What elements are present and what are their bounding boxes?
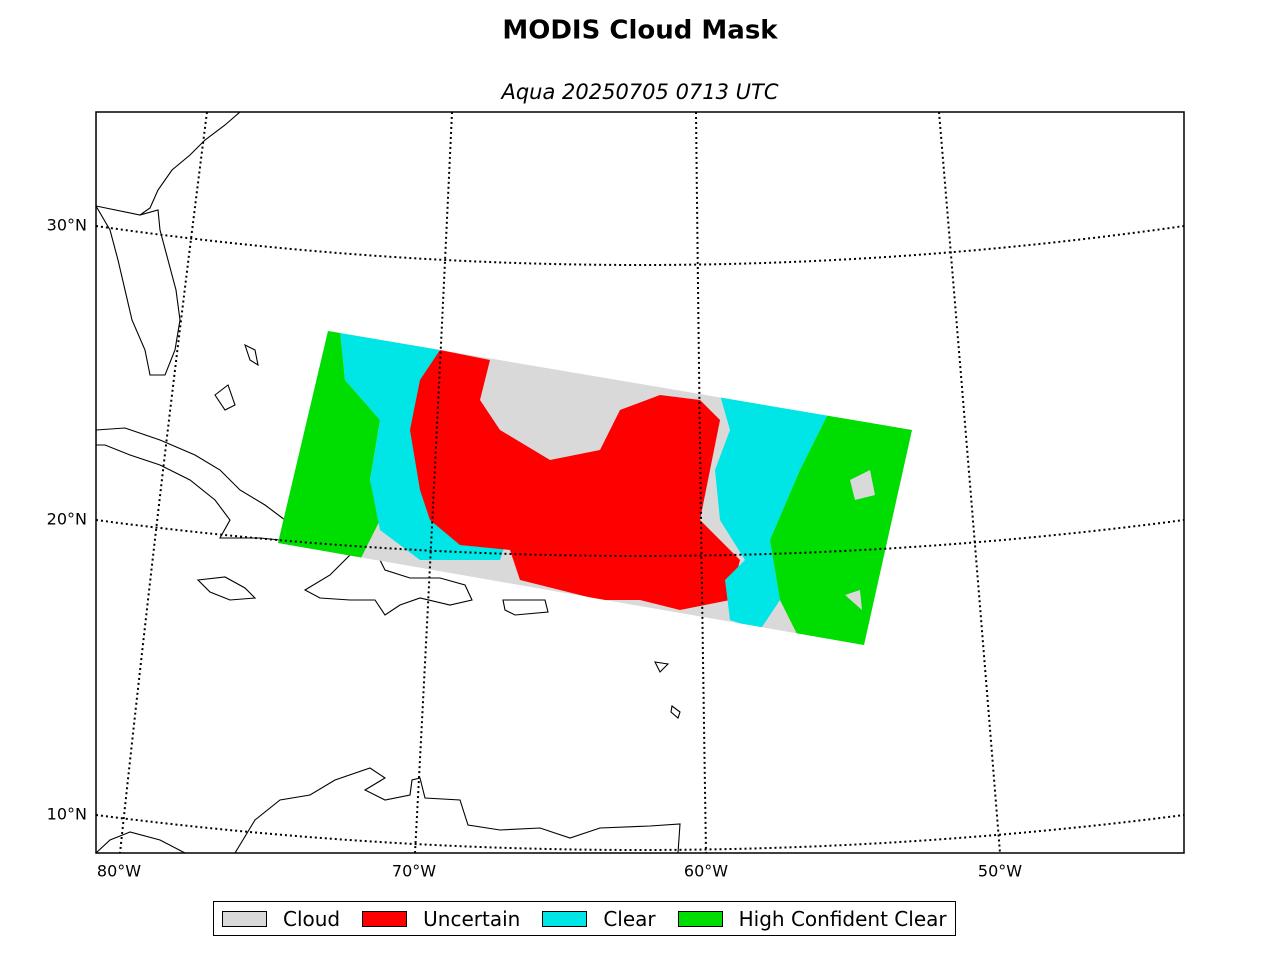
cloud-mask-swath [278, 331, 912, 645]
legend-label: Clear [603, 906, 656, 931]
latitude-label: 10°N [47, 805, 87, 824]
puerto-rico [502, 599, 549, 616]
jamaica [196, 576, 257, 601]
meridian [414, 112, 453, 853]
graticule [96, 112, 1184, 853]
uncertain-area [410, 350, 740, 610]
legend-entry: Clear [542, 906, 656, 931]
legend-label: Uncertain [423, 906, 521, 931]
legend-entry: Uncertain [362, 907, 520, 931]
legend-entry: Cloud [222, 907, 340, 931]
subtitle: Aqua 20250705 0713 UTC [499, 80, 778, 104]
graticule-labels: 30°N 20°N 10°N 80°W 70°W 60°W 50°W [47, 216, 1023, 881]
map-frame [95, 111, 1185, 854]
longitude-label: 50°W [978, 862, 1022, 881]
meridian [695, 112, 707, 853]
south-america [96, 767, 681, 853]
longitude-label: 60°W [684, 862, 728, 881]
meridian [938, 112, 1001, 853]
latitude-label: 30°N [47, 216, 87, 235]
longitude-label: 70°W [392, 862, 436, 881]
florida [96, 112, 241, 376]
parallel [96, 225, 1184, 266]
parallel [96, 519, 1184, 557]
legend: Cloud Uncertain Clear High Confident Clear [213, 901, 956, 936]
cloud-patches [845, 470, 875, 610]
clear-area-east [715, 395, 830, 630]
legend-label: Cloud [283, 906, 341, 931]
legend-entry: High Confident Clear [677, 906, 947, 931]
map [96, 112, 1184, 853]
cuba [96, 427, 317, 543]
legend-swatch [222, 910, 267, 927]
legend-swatch [677, 910, 723, 927]
latitude-label: 20°N [47, 510, 87, 529]
legend-swatch [362, 910, 408, 927]
islands [214, 343, 681, 719]
parallel [96, 814, 1184, 851]
coastlines [96, 112, 681, 853]
legend-label: High Confident Clear [738, 906, 947, 931]
legend-swatch [542, 910, 588, 927]
meridian [119, 112, 208, 853]
longitude-label: 80°W [97, 862, 141, 881]
title: MODIS Cloud Mask [502, 16, 778, 46]
